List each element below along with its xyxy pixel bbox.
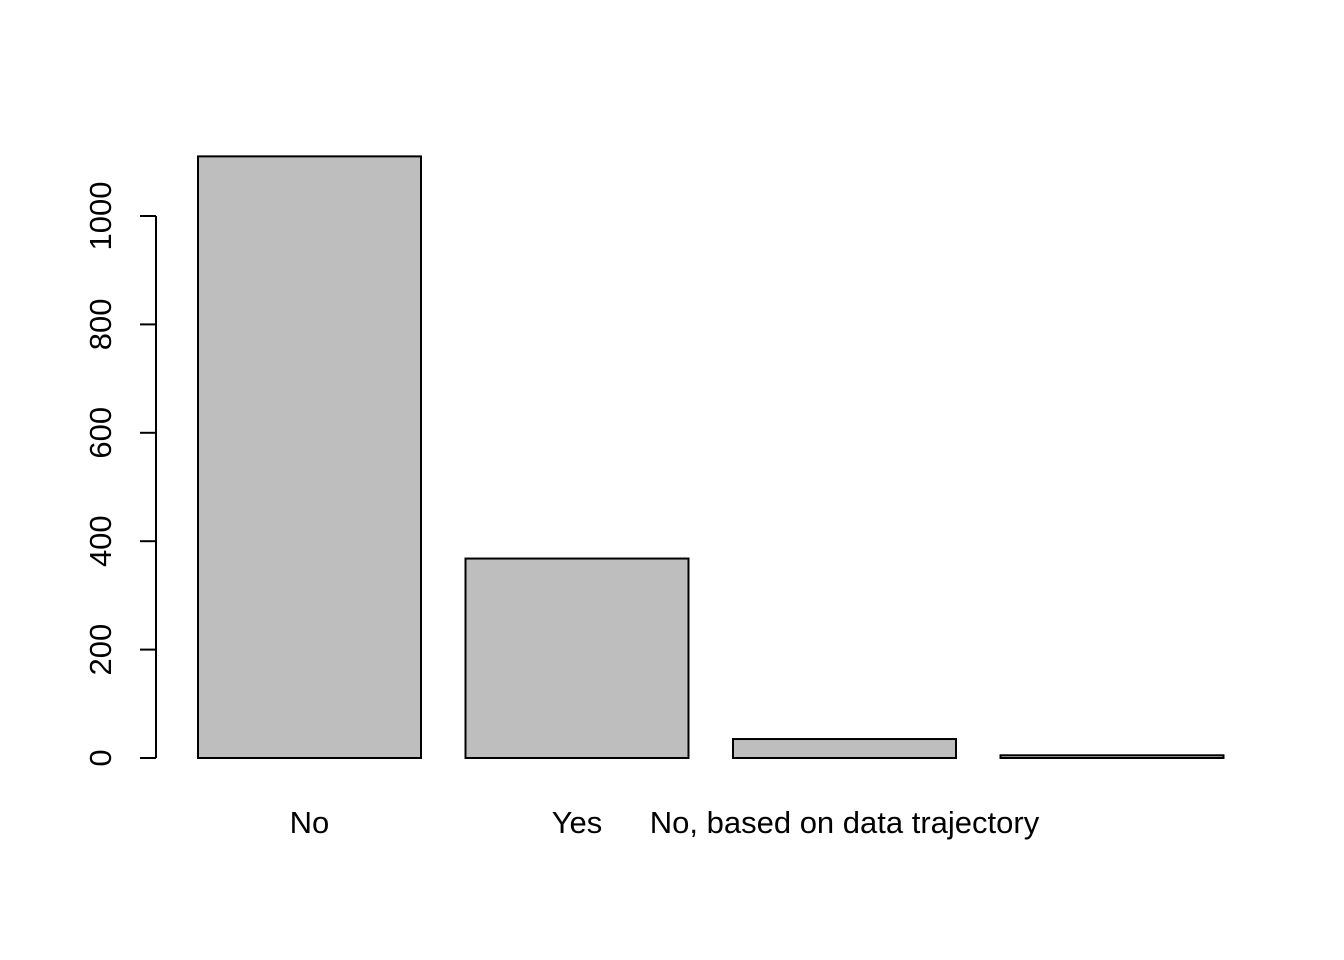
y-tick-label-0: 0 — [83, 749, 118, 766]
bar-1 — [464, 557, 690, 759]
bars-group — [197, 155, 1225, 760]
x-tick-label-1: Yes — [552, 805, 603, 840]
y-tick-label-5: 1000 — [83, 182, 118, 251]
y-tick-label-3: 600 — [83, 407, 118, 459]
bar-0 — [197, 155, 422, 759]
y-tick-label-1: 200 — [83, 624, 118, 676]
y-axis: 0 200 400 600 800 1000 — [83, 182, 157, 767]
bar-2 — [732, 738, 957, 760]
x-tick-label-0: No — [290, 805, 330, 840]
x-axis-labels: No Yes No, based on data trajectory — [290, 805, 1040, 840]
y-tick-label-4: 800 — [83, 299, 118, 351]
bar-3 — [999, 754, 1225, 759]
y-tick-label-2: 400 — [83, 515, 118, 567]
x-tick-label-2: No, based on data trajectory — [650, 805, 1040, 840]
